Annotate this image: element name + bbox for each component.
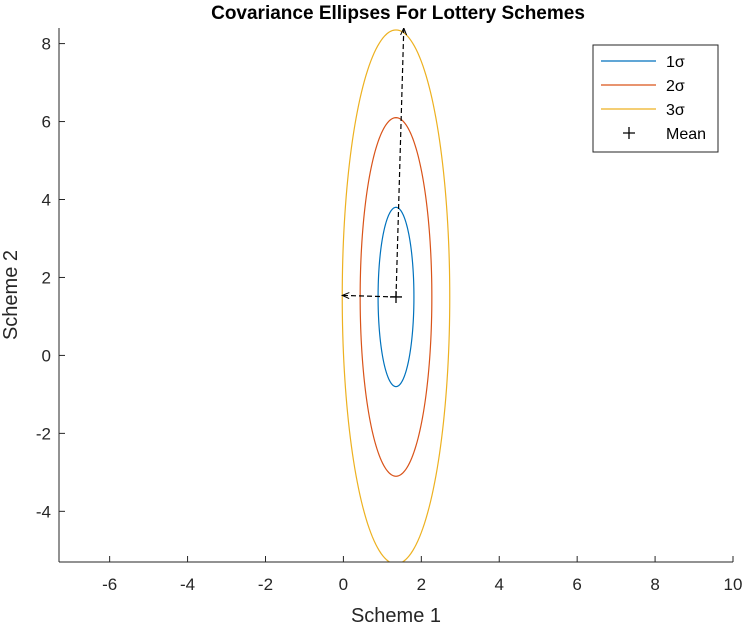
- y-tick-label: 6: [42, 113, 51, 132]
- principal-axes-group: [340, 28, 408, 300]
- x-tick-label: 0: [339, 575, 348, 594]
- principal-axis-1: [342, 294, 397, 298]
- x-tick-label: 4: [495, 575, 504, 594]
- x-tick-label: -6: [102, 575, 117, 594]
- legend-box: [592, 44, 719, 153]
- legend-entries: 1σ 2σ 3σ Mean: [601, 54, 706, 143]
- legend-label-3: 3σ: [666, 102, 685, 119]
- y-tick-label: 8: [42, 35, 51, 54]
- chart-title: Covariance Ellipses For Lottery Schemes: [211, 3, 585, 24]
- legend-label-4: Mean: [666, 126, 706, 143]
- legend-label-2: 2σ: [666, 78, 685, 95]
- axes: -6 -4 -2 0 2 4 6 8 10 -4 -2 0 2 4 6 8: [36, 28, 742, 594]
- y-tick-label: 0: [42, 346, 51, 365]
- x-tick-label: -2: [258, 575, 273, 594]
- x-ticks: -6 -4 -2 0 2 4 6 8 10: [102, 556, 742, 594]
- x-axis-label: Scheme 1: [351, 605, 441, 626]
- principal-axis-arrowhead-2: [400, 28, 408, 36]
- y-tick-label: 4: [42, 191, 51, 210]
- x-tick-label: 10: [724, 575, 743, 594]
- principal-axis-arrowhead-1: [340, 292, 350, 300]
- y-tick-label: -4: [36, 502, 51, 521]
- y-tick-label: 2: [42, 268, 51, 287]
- ellipse-3sigma: [341, 29, 451, 562]
- y-axis-label: Scheme 2: [0, 250, 22, 340]
- x-tick-label: -4: [180, 575, 195, 594]
- x-tick-label: 2: [417, 575, 426, 594]
- x-tick-label: 8: [650, 575, 659, 594]
- mean-plus-marker: [390, 290, 402, 303]
- y-ticks: -4 -2 0 2 4 6 8: [36, 35, 65, 521]
- principal-axis-2: [395, 28, 405, 297]
- ellipse-2sigma: [359, 117, 433, 477]
- y-tick-label: -2: [36, 424, 51, 443]
- legend-label-1: 1σ: [666, 54, 685, 71]
- legend-mean-marker: [623, 127, 635, 139]
- x-tick-label: 6: [572, 575, 581, 594]
- legend: 1σ 2σ 3σ Mean: [592, 44, 719, 153]
- mean-marker-group: [390, 290, 402, 303]
